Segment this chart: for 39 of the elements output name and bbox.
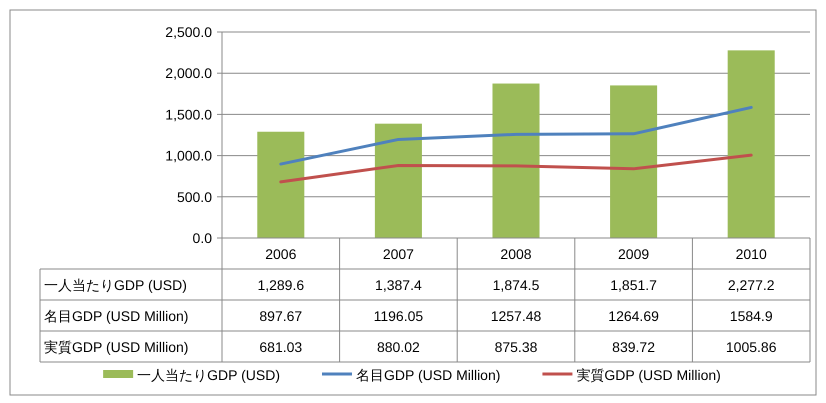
data-label: 2,277.2 (728, 277, 775, 293)
y-tick-label: 2,000.0 (165, 65, 212, 82)
bar (610, 85, 658, 238)
y-tick-label: 0.0 (192, 230, 212, 246)
data-label: 1,289.6 (257, 277, 304, 293)
y-tick-label: 2,500.0 (165, 24, 212, 40)
x-tick-label: 2009 (618, 246, 650, 262)
data-label: 1,874.5 (492, 277, 540, 293)
x-tick-label: 2010 (736, 246, 767, 262)
line-series (279, 154, 753, 184)
data-label: 839.72 (612, 339, 656, 355)
data-label: 1005.86 (726, 339, 777, 355)
data-label: 897.67 (259, 308, 302, 324)
y-tick-label: 1,000.0 (165, 148, 212, 164)
x-tick-label: 2006 (265, 246, 297, 262)
data-label: 875.38 (494, 339, 538, 355)
data-label: 681.03 (259, 339, 302, 355)
text: 一人当たりGDP (USD) (44, 277, 187, 293)
data-label: 1,851.7 (610, 277, 658, 293)
line-series (279, 106, 753, 166)
data-label: 1264.69 (608, 308, 660, 324)
bar (728, 50, 775, 238)
legend-label: 実質GDP (USD Million) (576, 367, 721, 383)
x-tick-label: 2008 (500, 246, 532, 262)
data-label: 1,387.4 (375, 277, 422, 293)
bar (257, 132, 304, 238)
text: 名目GDP (USD Million) (44, 308, 188, 324)
data-label: 880.02 (376, 339, 420, 355)
data-label: 1196.05 (374, 308, 424, 324)
y-tick-label: 1,500.0 (165, 106, 212, 122)
x-tick-label: 2007 (382, 246, 414, 262)
legend-label: 一人当たりGDP (USD) (137, 367, 280, 383)
data-label: 1257.48 (490, 308, 542, 324)
legend-label: 名目GDP (USD Million) (356, 367, 500, 383)
text: 実質GDP (USD Million) (44, 339, 188, 355)
y-tick-label: 500.0 (176, 188, 212, 205)
bar (374, 124, 422, 238)
data-label: 1584.9 (730, 308, 773, 324)
bar (492, 84, 540, 238)
